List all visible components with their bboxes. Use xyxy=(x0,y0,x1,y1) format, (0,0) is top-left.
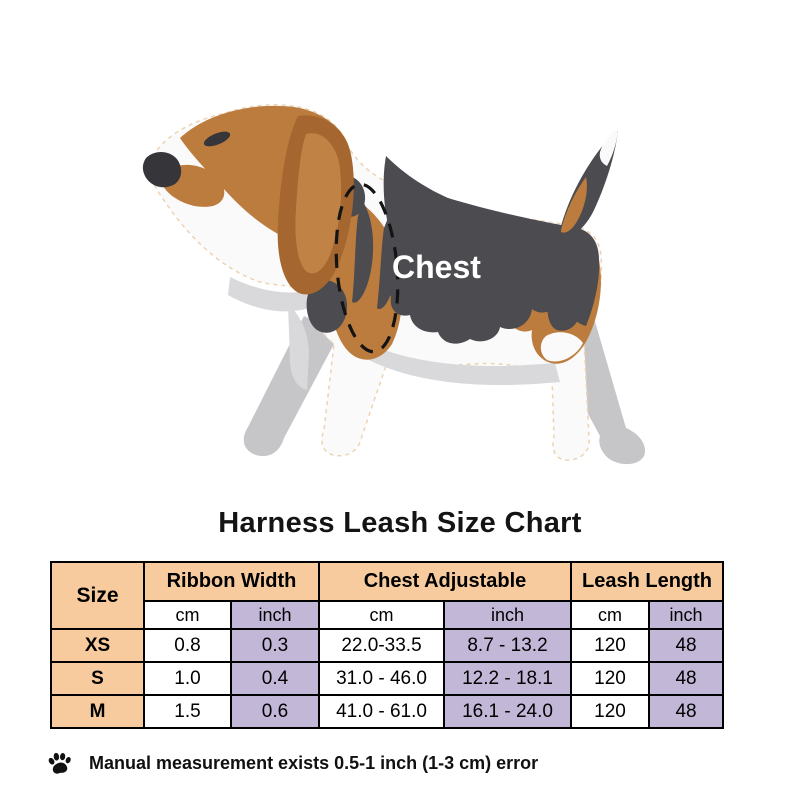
leash-inch-value: 48 xyxy=(647,694,725,729)
ribbon-cm-value: 1.0 xyxy=(143,661,232,696)
column-header-chest-adjustable: Chest Adjustable xyxy=(318,561,572,602)
chest-label: Chest xyxy=(392,249,481,285)
ear-highlight xyxy=(295,133,342,274)
page-title: Harness Leash Size Chart xyxy=(218,507,582,539)
chest-inch-value: 8.7 - 13.2 xyxy=(443,628,572,663)
chest-inch-value: 16.1 - 24.0 xyxy=(443,694,572,729)
table-row-s: S 1.0 0.4 31.0 - 46.0 12.2 - 18.1 120 48 xyxy=(50,661,725,696)
leash-inch-value: 48 xyxy=(647,628,725,663)
ribbon-cm-value: 0.8 xyxy=(143,628,232,663)
throat-shading xyxy=(228,277,309,312)
chest-cm-value: 22.0-33.5 xyxy=(318,628,445,663)
measurement-note: Manual measurement exists 0.5-1 inch (1-… xyxy=(46,750,766,777)
paw-icon xyxy=(48,752,71,774)
column-header-ribbon-width: Ribbon Width xyxy=(143,561,320,602)
ribbon-cm-value: 1.5 xyxy=(143,694,232,729)
dog-measurement-diagram: Chest xyxy=(100,80,700,500)
size-label: M xyxy=(50,694,145,729)
size-label: XS xyxy=(50,628,145,663)
saddle-patch xyxy=(383,156,600,344)
unit-header-inch: inch xyxy=(647,600,725,630)
unit-header-cm: cm xyxy=(143,600,232,630)
leash-cm-value: 120 xyxy=(570,694,650,729)
tail-tan-patch xyxy=(561,177,587,233)
ribbon-inch-value: 0.6 xyxy=(230,694,320,729)
unit-header-inch: inch xyxy=(443,600,572,630)
hip-white-spot xyxy=(540,332,583,362)
unit-header-inch: inch xyxy=(230,600,320,630)
tail-white-tip xyxy=(599,130,618,166)
belly-shading xyxy=(352,338,560,386)
unit-header-cm: cm xyxy=(570,600,650,630)
column-header-leash-length: Leash Length xyxy=(569,561,725,602)
chest-inch-value: 12.2 - 18.1 xyxy=(443,661,572,696)
saddle-drip-2 xyxy=(377,218,396,310)
eye xyxy=(203,131,231,147)
table-row-xs: XS 0.8 0.3 22.0-33.5 8.7 - 13.2 120 48 xyxy=(50,628,725,663)
leash-cm-value: 120 xyxy=(570,628,650,663)
size-label: S xyxy=(50,661,145,696)
shoulder-dark-patch xyxy=(306,280,348,333)
far-front-leg xyxy=(243,316,342,457)
ribbon-inch-value: 0.4 xyxy=(230,661,320,696)
chest-cm-value: 41.0 - 61.0 xyxy=(318,694,445,729)
table-row-m: M 1.5 0.6 41.0 - 61.0 16.1 - 24.0 120 48 xyxy=(50,694,725,729)
nose xyxy=(142,152,182,188)
chest-cm-value: 31.0 - 46.0 xyxy=(318,661,445,696)
saddle-drip-1 xyxy=(352,200,374,303)
beagle-illustration: Chest xyxy=(142,104,646,465)
chest-shading xyxy=(288,304,309,390)
leash-cm-value: 120 xyxy=(570,661,650,696)
ribbon-inch-value: 0.3 xyxy=(230,628,320,663)
leash-inch-value: 48 xyxy=(647,661,725,696)
measurement-note-text: Manual measurement exists 0.5-1 inch (1-… xyxy=(89,753,539,773)
size-chart-table: Size Ribbon Width Chest Adjustable Leash… xyxy=(50,561,725,729)
unit-header-cm: cm xyxy=(318,600,445,630)
column-header-size: Size xyxy=(50,561,145,630)
